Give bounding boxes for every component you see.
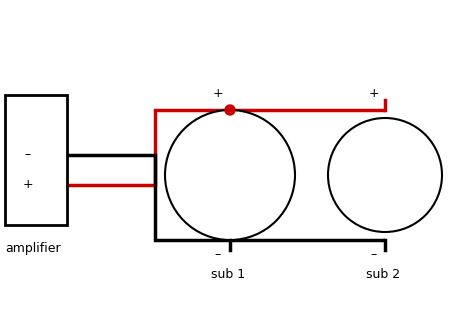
Text: sub 2: sub 2 (366, 268, 400, 281)
Text: amplifier: amplifier (5, 242, 60, 255)
Text: +: + (369, 87, 379, 100)
Circle shape (165, 110, 295, 240)
Text: –: – (25, 148, 31, 161)
Text: –: – (371, 248, 377, 261)
Text: +: + (213, 87, 223, 100)
Circle shape (225, 105, 235, 115)
Circle shape (328, 118, 442, 232)
Bar (5, 95, 67, 225)
Text: –: – (215, 248, 221, 261)
Text: sub 1: sub 1 (211, 268, 245, 281)
Text: +: + (23, 179, 33, 191)
